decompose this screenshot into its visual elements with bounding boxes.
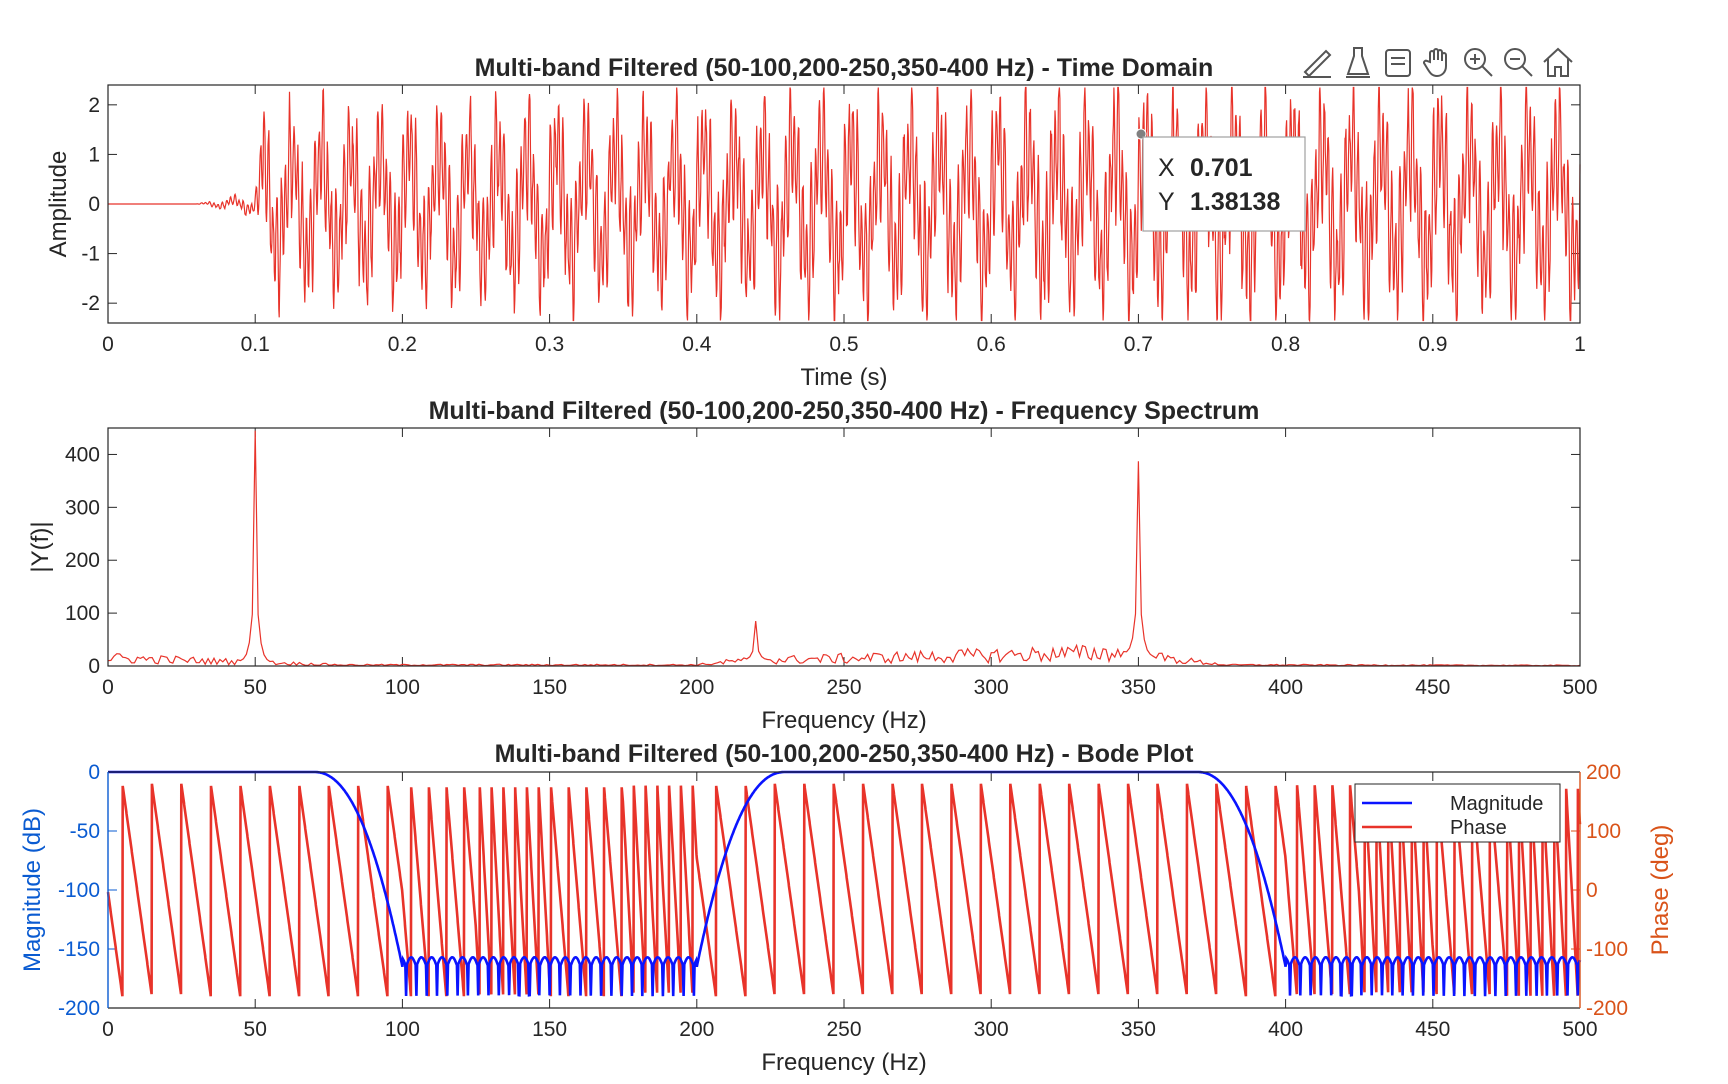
datatip-y-label: Y: [1158, 188, 1175, 216]
time-ytick-label: 0: [88, 193, 100, 216]
home-icon[interactable]: [1540, 44, 1576, 80]
time-ytick-label: -2: [81, 292, 100, 315]
time-domain-ylabel: Amplitude: [45, 151, 72, 258]
time-domain-title: Multi-band Filtered (50-100,200-250,350-…: [475, 54, 1214, 82]
pan-hand-icon[interactable]: [1420, 44, 1456, 80]
time-signal-line: [108, 86, 1581, 323]
legend-phase-label: Phase: [1450, 817, 1507, 839]
bode-ytick-right-label: 0: [1586, 879, 1598, 902]
time-xtick-label: 0.7: [1124, 333, 1153, 356]
datatip-x-label: X: [1158, 154, 1175, 182]
time-xtick-label: 0.3: [535, 333, 564, 356]
datatip-y-value: 1.38138: [1190, 188, 1280, 216]
bode-title: Multi-band Filtered (50-100,200-250,350-…: [495, 740, 1194, 768]
spectrum-xtick-label: 0: [102, 676, 114, 699]
spectrum-xtick-label: 300: [974, 676, 1009, 699]
bode-xtick-label: 50: [244, 1018, 267, 1041]
legend-magnitude-label: Magnitude: [1450, 793, 1543, 815]
time-xtick-label: 0.8: [1271, 333, 1300, 356]
datatip-box: [1142, 136, 1306, 232]
bode-ytick-right-label: 200: [1586, 761, 1621, 784]
zoom-out-icon[interactable]: [1500, 44, 1536, 80]
spectrum-xtick-label: 250: [826, 676, 861, 699]
bode-ylabel-left: Magnitude (dB): [19, 808, 46, 972]
spectrum-xtick-label: 200: [679, 676, 714, 699]
restore-view-icon[interactable]: [1380, 44, 1416, 80]
spectrum-title: Multi-band Filtered (50-100,200-250,350-…: [429, 397, 1260, 425]
time-ytick-label: 2: [88, 94, 100, 117]
spectrum-xtick-label: 400: [1268, 676, 1303, 699]
phase-line: [106, 783, 1582, 997]
spectrum-xtick-label: 350: [1121, 676, 1156, 699]
time-xtick-label: 1: [1574, 333, 1586, 356]
bode-ytick-right-label: 100: [1586, 820, 1621, 843]
bode-ytick-label: -150: [58, 938, 100, 961]
bode-ytick-label: -50: [70, 820, 100, 843]
spectrum-ytick-label: 100: [65, 602, 100, 625]
spectrum-xtick-label: 500: [1562, 676, 1597, 699]
bode-xtick-label: 400: [1268, 1018, 1303, 1041]
time-xtick-label: 0.5: [829, 333, 858, 356]
spectrum-xtick-label: 50: [244, 676, 267, 699]
bode-xtick-label: 250: [826, 1018, 861, 1041]
spectrum-xlabel: Frequency (Hz): [761, 707, 926, 734]
bode-ytick-right-label: -200: [1586, 997, 1628, 1020]
bode-xtick-label: 0: [102, 1018, 114, 1041]
bode-ytick-label: 0: [88, 761, 100, 784]
bode-xlabel: Frequency (Hz): [761, 1049, 926, 1076]
time-xtick-label: 0.1: [241, 333, 270, 356]
bode-xtick-label: 500: [1562, 1018, 1597, 1041]
spectrum-xtick-label: 150: [532, 676, 567, 699]
spectrum-xtick-label: 450: [1415, 676, 1450, 699]
zoom-in-icon[interactable]: [1460, 44, 1496, 80]
bode-axes[interactable]: Multi-band Filtered (50-100,200-250,350-…: [19, 740, 1674, 1076]
spectrum-ytick-label: 200: [65, 549, 100, 572]
spectrum-xtick-label: 100: [385, 676, 420, 699]
bode-xtick-label: 300: [974, 1018, 1009, 1041]
bode-xtick-label: 200: [679, 1018, 714, 1041]
bode-ytick-right-label: -100: [1586, 938, 1628, 961]
time-domain-axes[interactable]: Multi-band Filtered (50-100,200-250,350-…: [45, 54, 1586, 391]
bode-xtick-label: 150: [532, 1018, 567, 1041]
time-xtick-label: 0.4: [682, 333, 712, 356]
time-xtick-label: 0: [102, 333, 114, 356]
spectrum-line: [107, 430, 1581, 667]
datatip-x-value: 0.701: [1190, 154, 1253, 182]
spectrum-ytick-label: 300: [65, 496, 100, 519]
time-xtick-label: 0.2: [388, 333, 417, 356]
bode-xtick-label: 350: [1121, 1018, 1156, 1041]
spectrum-axes[interactable]: Multi-band Filtered (50-100,200-250,350-…: [27, 397, 1598, 734]
time-xtick-label: 0.6: [977, 333, 1006, 356]
spectrum-ylabel: |Y(f)|: [27, 521, 54, 572]
time-ytick-label: -1: [81, 243, 100, 266]
bode-xtick-label: 100: [385, 1018, 420, 1041]
time-xtick-label: 0.9: [1418, 333, 1447, 356]
time-domain-xlabel: Time (s): [800, 364, 887, 391]
bode-ytick-label: -100: [58, 879, 100, 902]
bode-xtick-label: 450: [1415, 1018, 1450, 1041]
time-ytick-label: 1: [88, 143, 100, 166]
spectrum-ytick-label: 0: [88, 655, 100, 678]
bode-ytick-label: -200: [58, 997, 100, 1020]
spectrum-ytick-label: 400: [65, 443, 100, 466]
datatip[interactable]: X 0.701 Y 1.38138: [1135, 128, 1306, 232]
brush-edit-icon[interactable]: [1300, 44, 1336, 80]
bode-legend[interactable]: Magnitude Phase: [1354, 783, 1561, 843]
bode-ylabel-right: Phase (deg): [1647, 825, 1674, 956]
data-tips-icon[interactable]: [1340, 44, 1376, 80]
